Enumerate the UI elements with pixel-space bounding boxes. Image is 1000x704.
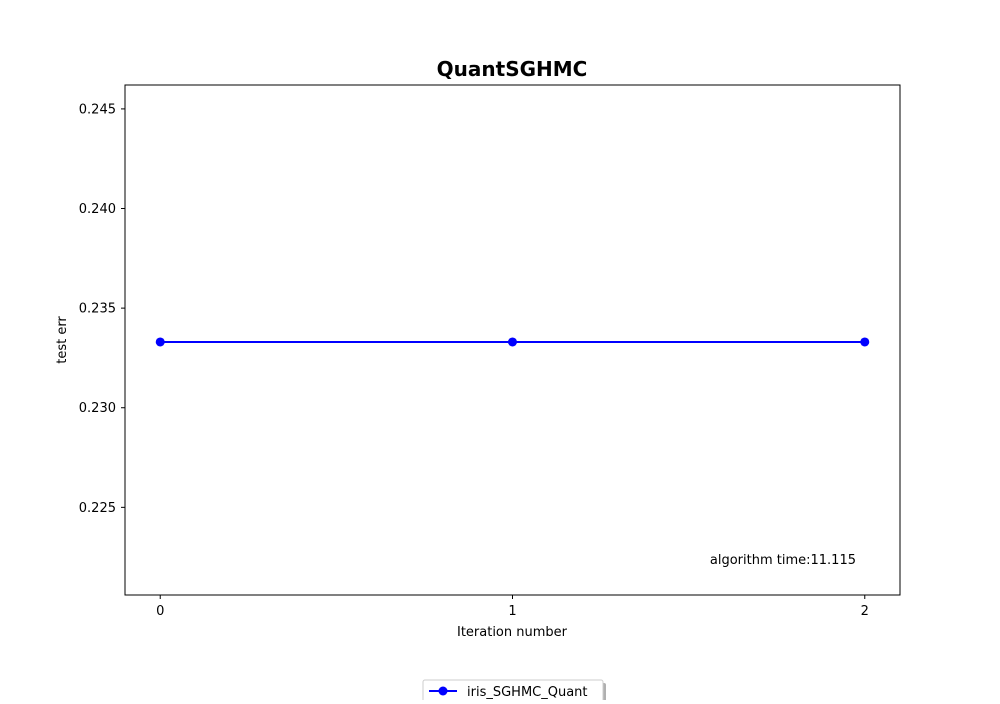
y-tick-label: 0.235 [79, 302, 116, 317]
legend-series-marker [438, 686, 448, 696]
data-point [860, 337, 870, 347]
y-tick-label: 0.240 [79, 202, 116, 217]
y-axis-label: test err [55, 316, 70, 364]
legend-series-label: iris_SGHMC_Quant [467, 685, 588, 700]
x-tick-label: 1 [508, 604, 516, 619]
y-tick-label: 0.230 [79, 401, 116, 416]
chart-title: QuantSGHMC [437, 57, 588, 81]
x-axis-label: Iteration number [457, 625, 568, 640]
series-layer [155, 337, 870, 347]
legend: iris_SGHMC_Quant [422, 679, 606, 704]
x-tick-label: 0 [156, 604, 164, 619]
x-axis: 0 1 2 [156, 595, 869, 619]
algorithm-time-annotation: algorithm time:11.115 [710, 553, 856, 568]
legend-box [422, 679, 604, 704]
y-tick-label: 0.245 [79, 102, 116, 117]
data-point [155, 337, 165, 347]
data-point [508, 337, 517, 347]
x-tick-label: 2 [861, 604, 869, 619]
y-axis: 0.225 0.230 0.235 0.240 0.245 [79, 102, 125, 516]
y-tick-label: 0.225 [79, 501, 116, 516]
